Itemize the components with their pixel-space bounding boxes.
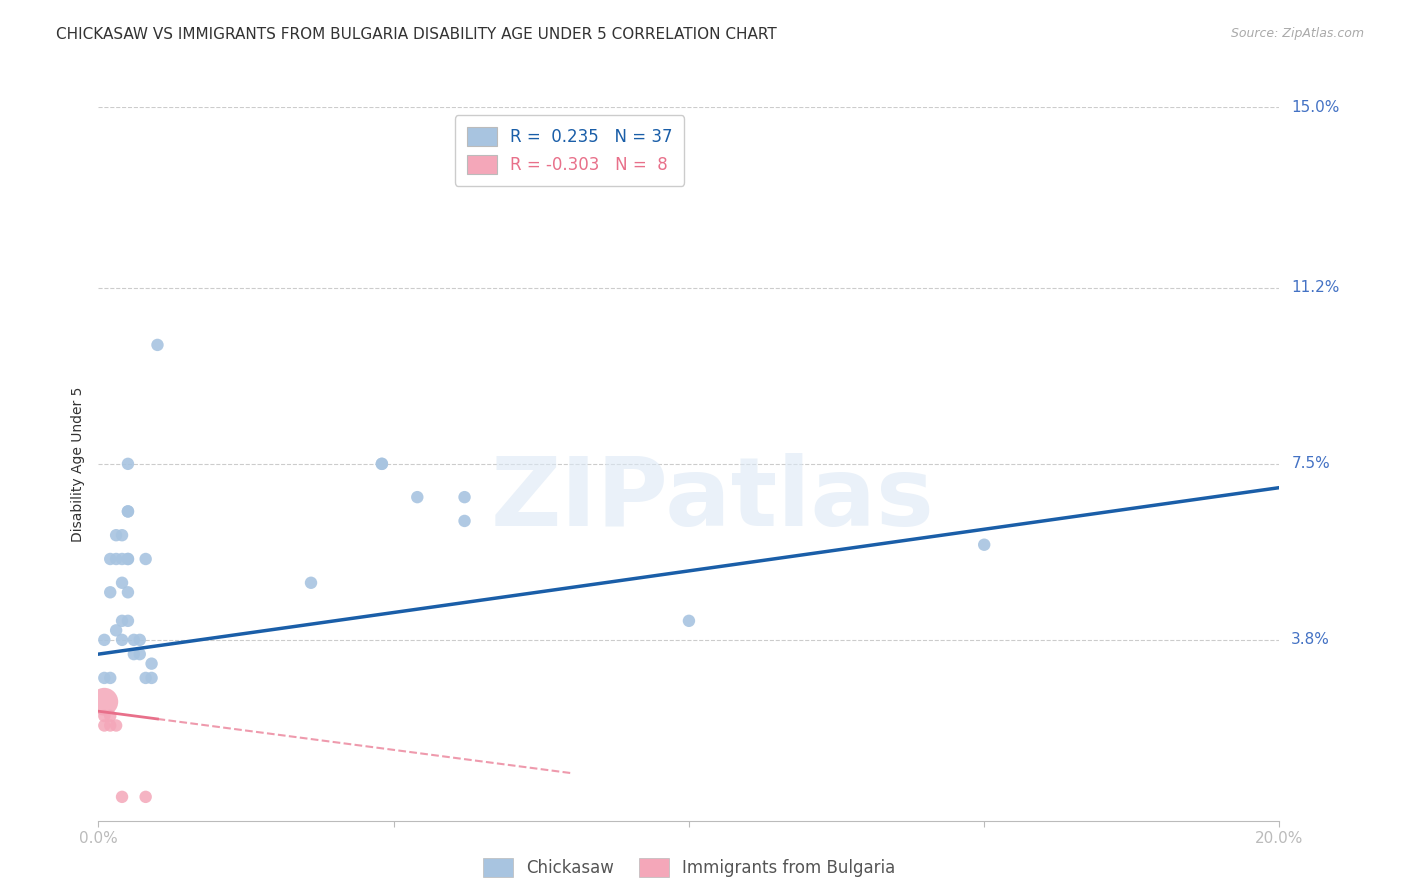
Point bbox=[98, 585, 121, 599]
Point bbox=[111, 552, 134, 566]
Text: 7.5%: 7.5% bbox=[1291, 457, 1330, 471]
Point bbox=[135, 789, 157, 804]
Point bbox=[128, 647, 150, 661]
Point bbox=[98, 709, 121, 723]
Point bbox=[93, 709, 115, 723]
Point bbox=[117, 552, 139, 566]
Legend: Chickasaw, Immigrants from Bulgaria: Chickasaw, Immigrants from Bulgaria bbox=[475, 851, 903, 884]
Y-axis label: Disability Age Under 5: Disability Age Under 5 bbox=[70, 386, 84, 541]
Point bbox=[973, 538, 995, 552]
Point bbox=[117, 504, 139, 518]
Point bbox=[105, 552, 128, 566]
Point bbox=[105, 528, 128, 542]
Text: CHICKASAW VS IMMIGRANTS FROM BULGARIA DISABILITY AGE UNDER 5 CORRELATION CHART: CHICKASAW VS IMMIGRANTS FROM BULGARIA DI… bbox=[56, 27, 778, 42]
Text: 15.0%: 15.0% bbox=[1291, 100, 1340, 114]
Point bbox=[93, 632, 115, 647]
Point bbox=[117, 504, 139, 518]
Point bbox=[453, 514, 475, 528]
Point bbox=[111, 575, 134, 590]
Point bbox=[141, 671, 163, 685]
Point bbox=[105, 624, 128, 638]
Point bbox=[111, 528, 134, 542]
Text: ZIPatlas: ZIPatlas bbox=[491, 453, 935, 546]
Point bbox=[135, 552, 157, 566]
Point bbox=[117, 585, 139, 599]
Point bbox=[98, 552, 121, 566]
Point bbox=[117, 614, 139, 628]
Text: 3.8%: 3.8% bbox=[1291, 632, 1330, 648]
Point bbox=[141, 657, 163, 671]
Point bbox=[122, 647, 145, 661]
Point bbox=[146, 338, 169, 352]
Point bbox=[128, 632, 150, 647]
Point bbox=[371, 457, 394, 471]
Text: 11.2%: 11.2% bbox=[1291, 280, 1340, 295]
Point bbox=[135, 671, 157, 685]
Point bbox=[93, 718, 115, 732]
Point bbox=[98, 718, 121, 732]
Text: Source: ZipAtlas.com: Source: ZipAtlas.com bbox=[1230, 27, 1364, 40]
Point bbox=[406, 490, 429, 504]
Point bbox=[111, 632, 134, 647]
Point bbox=[93, 671, 115, 685]
Point bbox=[678, 614, 700, 628]
Point bbox=[111, 789, 134, 804]
Point bbox=[453, 490, 475, 504]
Point bbox=[117, 552, 139, 566]
Point bbox=[105, 718, 128, 732]
Point bbox=[93, 695, 115, 709]
Point bbox=[122, 632, 145, 647]
Point bbox=[117, 457, 139, 471]
Point bbox=[111, 614, 134, 628]
Point bbox=[299, 575, 322, 590]
Point bbox=[371, 457, 394, 471]
Point bbox=[98, 671, 121, 685]
